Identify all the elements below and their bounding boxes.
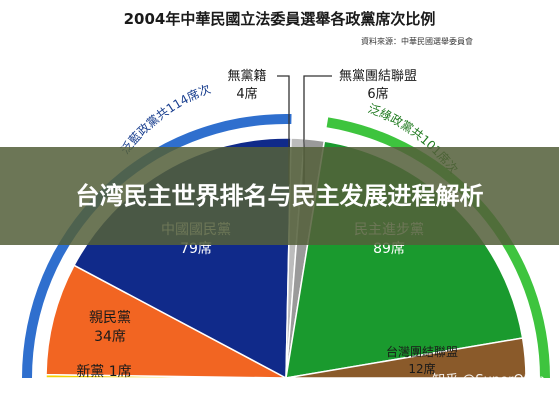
slice-label-6: 台灣團結聯盟 12席: [386, 344, 458, 376]
slice-name-1: 親民黨: [89, 310, 131, 326]
slice-1: [45, 264, 287, 379]
slice-label-1: 親民黨 34席: [89, 310, 131, 345]
slice-label-0: 新黨 1席: [76, 364, 131, 380]
slice-name-4: 無黨團結聯盟: [339, 69, 417, 84]
source-note: 資料來源：中華民國選舉委員會: [361, 37, 473, 46]
slice-label-3: 無黨籍 4席: [227, 68, 266, 102]
slice-name-6: 台灣團結聯盟: [386, 344, 458, 359]
chart-title: 2004年中華民國立法委員選舉各政黨席次比例: [123, 10, 436, 28]
title-banner: 台湾民主世界排名与民主发展进程解析: [0, 147, 559, 245]
slice-label-4: 無黨團結聯盟 6席: [339, 69, 417, 102]
slice-value-1: 34席: [94, 329, 126, 345]
slice-value-4: 6席: [367, 86, 388, 102]
watermark: 知乎 @SuperOtan: [432, 373, 545, 388]
slice-name-0: 新黨 1席: [76, 364, 131, 380]
slice-6: [285, 337, 527, 379]
banner-text: 台湾民主世界排名与民主发展进程解析: [75, 182, 484, 210]
slice-value-6: 12席: [408, 361, 435, 376]
slice-name-3: 無黨籍: [227, 68, 266, 84]
slice-value-3: 4席: [236, 86, 257, 102]
slice-value-5: 89席: [373, 241, 405, 257]
slice-value-2: 79席: [180, 241, 212, 257]
